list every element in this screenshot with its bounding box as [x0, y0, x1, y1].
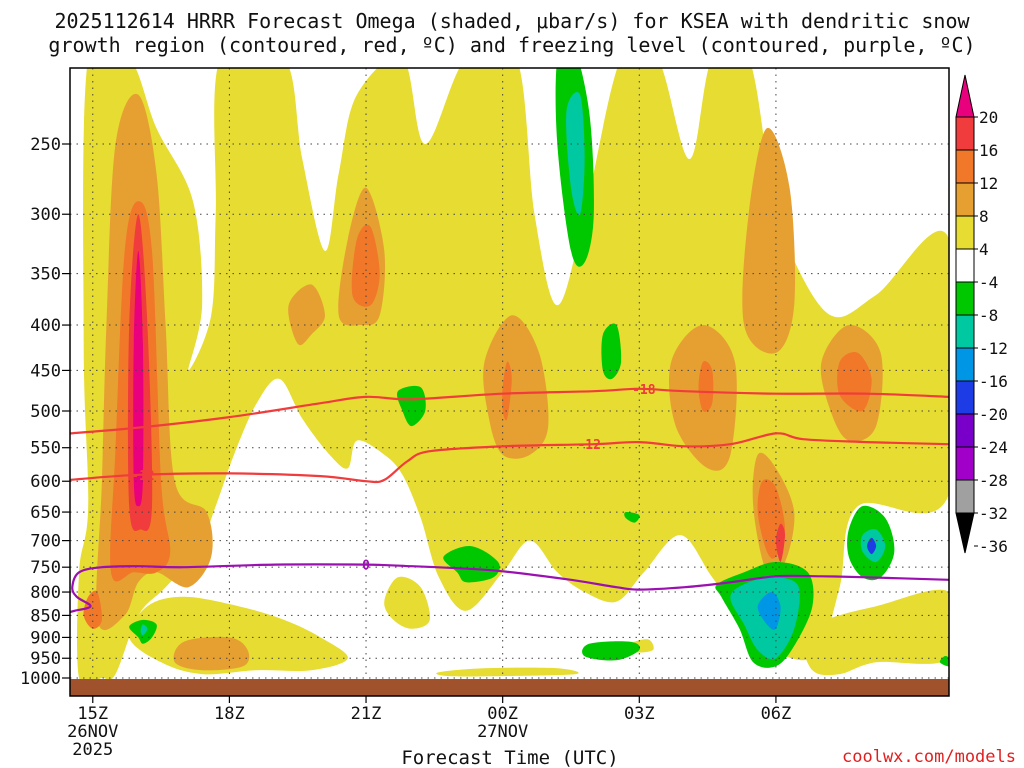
omega-region-cyan-01z	[566, 91, 585, 216]
y-tick-label-300: 300	[30, 205, 61, 225]
omega-region-orange-low	[83, 590, 103, 629]
colorbar-label--24: -24	[979, 438, 1008, 457]
colorbar-swatch-3	[955, 215, 975, 250]
colorbar-label-8: 8	[979, 207, 989, 226]
chart-title-line1: 2025112614 HRRR Forecast Omega (shaded, …	[54, 9, 970, 33]
freezing-level-label: 0	[362, 559, 370, 574]
colorbar-label-20: 20	[979, 108, 998, 127]
omega-region-yellow-br	[802, 589, 949, 676]
freezing-level-line	[70, 563, 949, 614]
omega-region-orange-light-19z	[288, 284, 325, 346]
x-tick-label-18Z: 18Z	[214, 704, 245, 724]
omega-region-pink-col	[133, 250, 144, 507]
omega-region-cyan-16z	[140, 624, 148, 636]
y-tick-label-600: 600	[30, 472, 61, 492]
colorbar-swatch-6	[955, 314, 975, 349]
y-tick-label-950: 950	[30, 649, 61, 669]
colorbar-label--32: -32	[979, 504, 1008, 523]
y-tick-label-750: 750	[30, 558, 61, 578]
y-tick-label-350: 350	[30, 265, 61, 285]
y-tick-label-550: 550	[30, 439, 61, 459]
isotherm-minus18-label: -18	[632, 383, 656, 398]
colorbar-swatch-11	[955, 479, 975, 514]
colorbar-swatch-7	[955, 347, 975, 382]
y-tick-label-800: 800	[30, 583, 61, 603]
x-tick-date-15Z: 26NOV	[67, 722, 118, 742]
colorbar-label--12: -12	[979, 339, 1008, 358]
y-axis: 2503003504004505005506006507007508008509…	[20, 135, 70, 689]
ground-surface	[70, 679, 949, 696]
omega-region-orange-21z	[351, 224, 380, 307]
y-tick-label-700: 700	[30, 532, 61, 552]
colorbar-label--4: -4	[979, 273, 998, 292]
colorbar-swatch-0	[955, 116, 975, 151]
colorbar-swatch-10	[955, 446, 975, 481]
y-tick-label-400: 400	[30, 316, 61, 336]
y-tick-label-250: 250	[30, 135, 61, 155]
colorbar-label-12: 12	[979, 174, 998, 193]
x-tick-label-00Z: 00Z	[487, 704, 518, 724]
omega-region-orange-03z	[698, 360, 714, 412]
omega-region-teal-04z	[757, 592, 781, 630]
grid-lines	[70, 68, 949, 696]
y-tick-label-500: 500	[30, 402, 61, 422]
colorbar-swatch-9	[955, 413, 975, 448]
colorbar-swatch-5	[955, 281, 975, 316]
isotherm-minus12-label: -12	[577, 438, 600, 453]
x-tick-year-15Z: 2025	[72, 740, 113, 760]
colorbar-swatch-2	[955, 182, 975, 217]
omega-region-yellow-bot	[436, 667, 579, 677]
isotherm-minus18-line	[70, 387, 949, 435]
colorbar-label--28: -28	[979, 471, 1008, 490]
colorbar-label--8: -8	[979, 306, 998, 325]
y-tick-label-850: 850	[30, 606, 61, 626]
x-axis-label: Forecast Time (UTC)	[401, 747, 618, 768]
colorbar-swatch-1	[955, 149, 975, 184]
plot-area: -18 -12 -12 0	[70, 68, 949, 696]
y-tick-label-650: 650	[30, 503, 61, 523]
omega-region-orange-light-00z	[483, 315, 549, 459]
watermark-text: coolwx.com/models	[842, 747, 1016, 767]
colorbar-label--36: -36	[979, 537, 1008, 556]
colorbar-swatch-4	[955, 248, 975, 283]
omega-region-green-02z-low	[582, 641, 641, 661]
y-tick-label-1000: 1000	[20, 669, 61, 689]
omega-region-green-23z	[443, 546, 500, 583]
colorbar-label--16: -16	[979, 372, 1008, 391]
colorbar-label-16: 16	[979, 141, 998, 160]
chart-title-line2: growth region (contoured, red, ºC) and f…	[48, 33, 975, 57]
x-tick-date-00Z: 27NOV	[477, 722, 528, 742]
omega-region-orange-00z	[502, 361, 512, 421]
omega-region-green-0130z	[624, 512, 640, 523]
y-tick-label-900: 900	[30, 628, 61, 648]
x-tick-label-06Z: 06Z	[761, 704, 792, 724]
omega-region-orange-light-06z	[742, 127, 796, 354]
y-tick-label-450: 450	[30, 361, 61, 381]
omega-region-orange-light-low	[173, 636, 250, 671]
colorbar-legend: 20 16 12 8 4 -4 -8 -12 -16 -20 -24 -28 -32 -36	[955, 74, 1008, 556]
colorbar-top-arrow	[955, 74, 975, 118]
isotherm-minus12-col-label: -12	[131, 469, 154, 484]
colorbar-label--20: -20	[979, 405, 1008, 424]
omega-region-orange-07z	[837, 352, 872, 412]
x-tick-label-03Z: 03Z	[624, 704, 655, 724]
omega-region-green-22z	[397, 385, 426, 427]
x-tick-label-21Z: 21Z	[351, 704, 382, 724]
colorbar-swatch-8	[955, 380, 975, 415]
plot-frame	[69, 67, 950, 697]
colorbar-label-4: 4	[979, 240, 989, 259]
omega-region-red-05z	[775, 523, 785, 563]
colorbar-bottom-arrow	[955, 512, 975, 554]
omega-region-green-02z	[601, 323, 622, 380]
omega-region-blue-07z	[867, 537, 877, 555]
isotherm-minus12-line	[70, 432, 949, 484]
omega-shading	[77, 68, 949, 686]
x-tick-label-15Z: 15Z	[77, 704, 108, 724]
contour-lines: -18 -12 -12 0	[70, 383, 949, 614]
